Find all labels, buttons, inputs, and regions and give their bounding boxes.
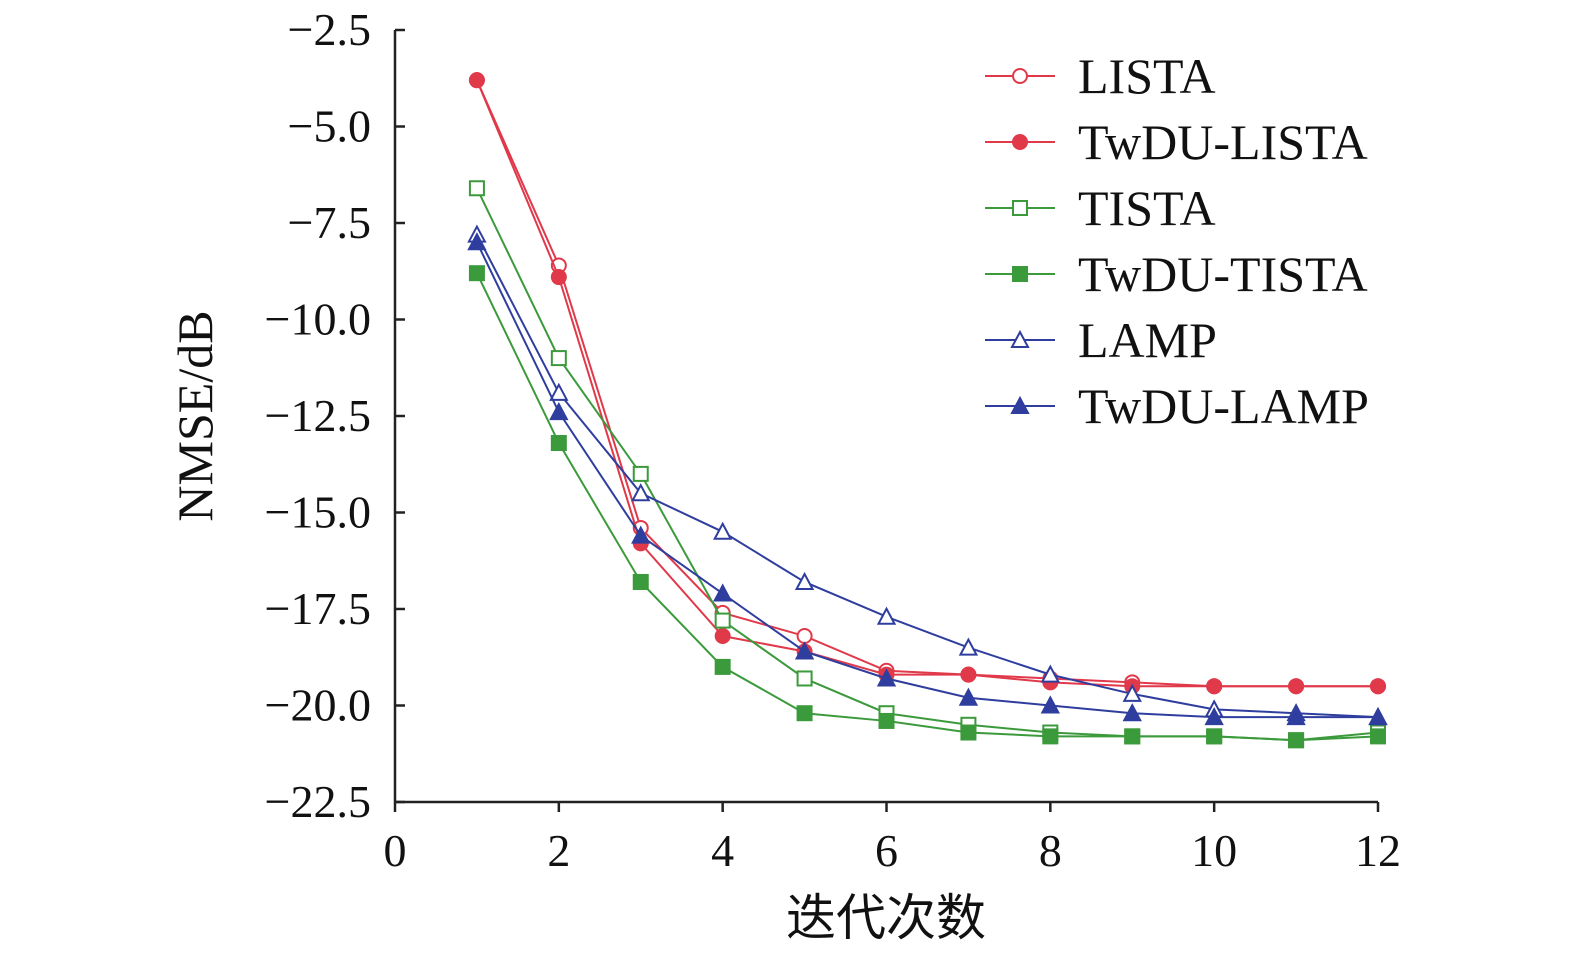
- legend-label-twdu-lista: TwDU-LISTA: [1078, 114, 1368, 170]
- y-tick-label: −2.5: [288, 4, 371, 55]
- legend-item-lamp: LAMP: [985, 312, 1217, 368]
- data-point-tista: [468, 180, 485, 197]
- data-point-twdu-lamp: [1122, 703, 1142, 722]
- y-tick-label: −20.0: [265, 680, 371, 731]
- data-point-twdu-tista: [1288, 732, 1305, 749]
- data-point-twdu-tista: [468, 265, 485, 282]
- data-point-twdu-lista: [550, 269, 567, 286]
- y-tick-label: −7.5: [288, 197, 371, 248]
- data-point-twdu-lista: [960, 666, 977, 683]
- legend-marker-twdu-lamp: [1010, 395, 1030, 414]
- y-tick-label: −10.0: [265, 294, 371, 345]
- x-tick-label: 0: [384, 825, 407, 876]
- series-line-twdu-tista: [476, 272, 1379, 742]
- series-layer: [467, 72, 1388, 749]
- legend-label-lamp: LAMP: [1078, 312, 1217, 368]
- data-point-tista: [796, 670, 813, 687]
- legend-item-twdu-lista: TwDU-LISTA: [985, 114, 1368, 170]
- data-point-twdu-lista: [468, 72, 485, 89]
- data-point-twdu-lista: [714, 628, 731, 645]
- x-tick-label: 12: [1355, 825, 1401, 876]
- series-line-twdu-lamp: [476, 241, 1378, 719]
- y-tick-label: −22.5: [265, 776, 371, 827]
- data-point-lamp: [631, 483, 651, 502]
- data-point-twdu-lista: [1206, 678, 1223, 695]
- data-point-twdu-tista: [878, 712, 895, 729]
- legend-item-twdu-tista: TwDU-TISTA: [985, 246, 1368, 302]
- x-tick-label: 4: [711, 825, 734, 876]
- x-tick-label: 2: [547, 825, 570, 876]
- data-point-twdu-tista: [1124, 728, 1141, 745]
- data-point-twdu-lamp: [1286, 706, 1306, 726]
- x-tick-label: 6: [875, 825, 898, 876]
- data-point-twdu-lista: [1288, 678, 1305, 695]
- data-point-tista: [632, 465, 649, 482]
- legend: LISTA TwDU-LISTA TISTA TwDU-TISTA LAMP TwDU-L…: [985, 48, 1369, 434]
- data-point-twdu-lamp: [958, 687, 979, 706]
- data-point-lamp: [958, 637, 979, 656]
- data-point-twdu-lamp: [631, 525, 651, 544]
- data-point-twdu-lamp: [713, 583, 733, 602]
- data-point-tista: [550, 350, 567, 367]
- y-tick-label: −12.5: [265, 390, 371, 441]
- legend-marker-lista: [1012, 68, 1028, 84]
- legend-item-twdu-lamp: TwDU-LAMP: [985, 378, 1369, 434]
- data-point-lamp: [794, 571, 815, 590]
- legend-item-lista: LISTA: [985, 48, 1216, 104]
- series-twdu-tista: [468, 265, 1386, 749]
- data-point-twdu-tista: [1206, 728, 1223, 745]
- data-point-lista: [796, 628, 813, 645]
- legend-label-lista: LISTA: [1078, 48, 1216, 104]
- data-point-twdu-tista: [550, 435, 567, 452]
- ticks: 0 2 4 6 8 10 12 −2.5 −5.0 −7.5 −10.0 −12.5 −15.0 −17.…: [265, 4, 1401, 876]
- series-line-lamp: [476, 234, 1379, 719]
- y-tick-label: −17.5: [265, 583, 371, 634]
- legend-label-tista: TISTA: [1078, 180, 1216, 236]
- data-point-twdu-tista: [1370, 728, 1386, 745]
- legend-marker-twdu-tista: [1012, 266, 1028, 282]
- y-tick-label: −5.0: [288, 101, 371, 152]
- data-point-twdu-tista: [714, 658, 731, 675]
- legend-label-twdu-lamp: TwDU-LAMP: [1078, 378, 1369, 434]
- legend-marker-tista: [1012, 200, 1028, 216]
- data-point-twdu-lista: [1370, 678, 1386, 695]
- x-tick-label: 10: [1191, 825, 1237, 876]
- data-point-twdu-lamp: [794, 641, 815, 660]
- data-point-lamp: [549, 382, 569, 401]
- y-tick-label: −15.0: [265, 487, 371, 538]
- data-point-twdu-lamp: [1040, 695, 1061, 714]
- data-point-twdu-tista: [1042, 728, 1059, 745]
- data-point-twdu-tista: [796, 705, 813, 722]
- legend-label-twdu-tista: TwDU-TISTA: [1078, 246, 1368, 302]
- data-point-twdu-lamp: [549, 402, 569, 421]
- x-axis-title: 迭代次数: [786, 890, 986, 946]
- legend-marker-lamp: [1010, 329, 1030, 348]
- legend-marker-twdu-lista: [1012, 134, 1028, 150]
- data-point-tista: [714, 612, 731, 629]
- data-point-twdu-tista: [960, 724, 977, 741]
- series-lamp: [467, 224, 1388, 726]
- x-tick-label: 8: [1039, 825, 1062, 876]
- data-point-twdu-lamp: [467, 232, 487, 251]
- data-point-lamp: [876, 606, 897, 625]
- data-point-twdu-lamp: [876, 668, 897, 687]
- data-point-twdu-lamp: [1368, 706, 1388, 726]
- data-point-lamp: [1122, 683, 1142, 702]
- series-twdu-lamp: [467, 232, 1388, 726]
- data-point-twdu-tista: [632, 573, 649, 590]
- data-point-lamp: [713, 521, 733, 540]
- series-line-twdu-lista: [475, 79, 1378, 688]
- data-point-twdu-lamp: [1204, 706, 1224, 726]
- legend-item-tista: TISTA: [985, 180, 1216, 236]
- y-axis-title: NMSE/dB: [167, 310, 223, 521]
- data-point-lamp: [1040, 664, 1061, 683]
